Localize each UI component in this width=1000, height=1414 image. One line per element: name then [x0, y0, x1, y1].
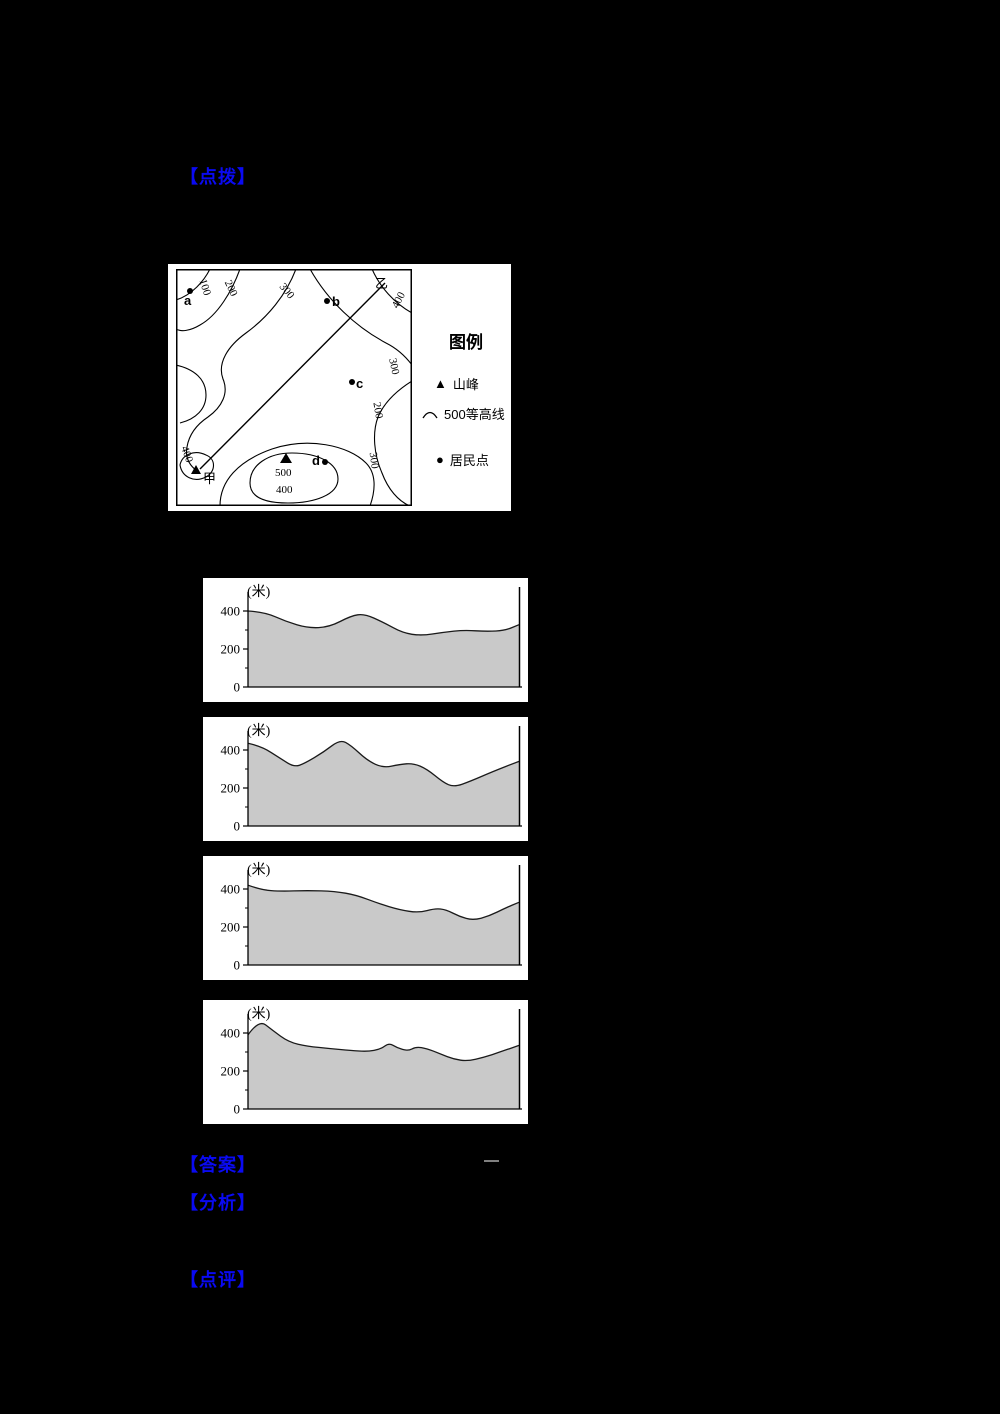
elevation-profile-chart: 0 200 400 [221, 865, 522, 973]
settlement-b-dot [324, 298, 330, 304]
settlement-c-dot [349, 379, 355, 385]
profile-curve [247, 610, 520, 636]
peak-elevation-label: 500 [275, 467, 292, 479]
comment-label: 【点评】 [180, 1270, 256, 1290]
contour-line [309, 269, 412, 366]
legend-item-settlement: ● 居民点 [436, 450, 489, 469]
contour-line [185, 269, 297, 472]
settlement-icon: ● [436, 452, 444, 467]
map-border [176, 269, 412, 506]
contour-label: 300 [366, 451, 381, 470]
point-label-d: d [312, 453, 320, 468]
contour-lines [176, 269, 412, 506]
hint-label: 【点拨】 [180, 167, 256, 187]
answer-value: — [484, 1152, 499, 1169]
y-tick-label: 200 [221, 920, 241, 935]
section-line-jia-yi [199, 282, 386, 470]
endpoint-label-yi: 乙 [375, 276, 389, 291]
legend-item-contour: 500等高线 [422, 404, 505, 423]
y-tick-label: 400 [221, 743, 241, 758]
point-label-c: c [356, 376, 364, 391]
contour-map-svg [176, 269, 412, 506]
point-label-a: a [184, 293, 192, 308]
settlement-a-dot [187, 288, 193, 294]
elevation-profile-option-1: (米) 0 200 400 [203, 578, 528, 702]
contour-label: 300 [386, 357, 402, 376]
jia-triangle-icon [191, 465, 201, 474]
contour-label: 400 [276, 484, 293, 496]
contour-line [249, 452, 339, 504]
map-legend: 图例 ▲ 山峰 500等高线 ● 居民点 [418, 264, 508, 511]
profile-area [248, 741, 519, 826]
analysis-label: 【分析】 [180, 1193, 256, 1213]
settlement-d-dot [322, 459, 328, 465]
endpoint-label-jia: 甲 [203, 471, 217, 486]
peak-triangle-icon [280, 453, 292, 463]
contour-line [179, 452, 215, 480]
y-tick-label: 0 [234, 1102, 241, 1117]
legend-item-peak: ▲ 山峰 [434, 374, 479, 393]
contour-line [176, 364, 207, 424]
y-tick-label: 0 [234, 680, 241, 695]
elevation-profile-option-2: (米) 0 200 400 [203, 717, 528, 841]
profile-area [248, 885, 519, 965]
profile-curve [247, 884, 520, 920]
contour-line [371, 269, 412, 314]
answer-label: 【答案】 [180, 1155, 256, 1175]
contour-line [219, 442, 375, 506]
y-axis-unit: (米) [247, 863, 271, 878]
legend-item-label: 居民点 [449, 453, 489, 468]
y-axis-unit: (米) [247, 585, 271, 600]
point-label-b: b [332, 294, 340, 309]
y-tick-label: 200 [221, 642, 241, 657]
elevation-profile-chart: 0 200 400 [221, 1009, 522, 1117]
peak-icon: ▲ [434, 376, 447, 391]
y-axis-unit: (米) [247, 1007, 271, 1022]
contour-map: 100 200 300 400 300 200 300 400 500 400 a b c d 甲乙 [176, 269, 412, 506]
contour-line [176, 269, 211, 301]
y-tick-label: 0 [234, 958, 241, 973]
y-tick-label: 400 [221, 604, 241, 619]
y-axis-unit: (米) [247, 724, 271, 739]
legend-item-label: 山峰 [452, 377, 479, 392]
legend-item-label: 500等高线 [444, 407, 505, 422]
profile-curve [247, 1022, 520, 1062]
contour-line [373, 380, 412, 506]
y-tick-label: 200 [221, 781, 241, 796]
legend-title: 图例 [449, 333, 483, 352]
elevation-profile-chart: 0 200 400 [221, 726, 522, 834]
contour-line [176, 269, 241, 332]
y-tick-label: 400 [221, 882, 241, 897]
elevation-profile-option-3: (米) 0 200 400 [203, 856, 528, 980]
y-tick-label: 200 [221, 1064, 241, 1079]
profile-area [248, 611, 519, 687]
map-points [187, 288, 355, 474]
y-tick-label: 0 [234, 819, 241, 834]
contour-map-panel: 100 200 300 400 300 200 300 400 500 400 a b c d 甲乙 图例 … [168, 264, 511, 511]
contour-label: 200 [370, 401, 386, 420]
profile-curve [247, 740, 520, 787]
elevation-profile-option-4: (米) 0 200 400 [203, 1000, 528, 1124]
elevation-profile-chart: 0 200 400 [221, 587, 522, 695]
y-tick-label: 400 [221, 1026, 241, 1041]
contour-icon [422, 409, 438, 419]
profile-area [248, 1023, 519, 1109]
